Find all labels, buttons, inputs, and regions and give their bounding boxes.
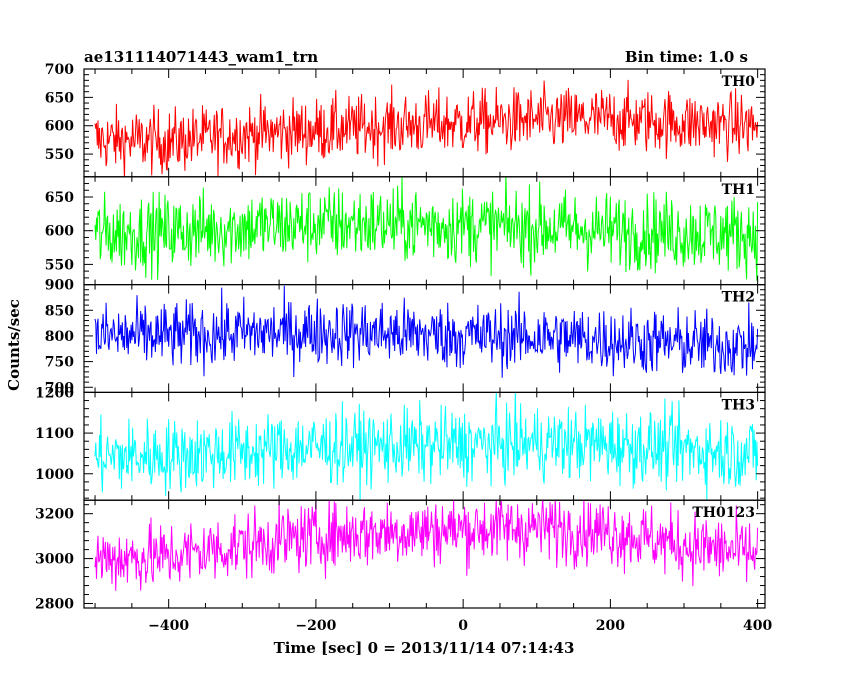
series-line-th2 [94, 285, 759, 378]
y-tick-label: 1100 [35, 426, 74, 442]
y-tick-label: 1200 [35, 385, 74, 401]
y-tick-label: 600 [45, 119, 74, 135]
panel-th2: 700 750 800 850 900 TH2 [45, 278, 766, 396]
y-tick-label: 750 [45, 355, 74, 371]
series-label: TH0123 [692, 505, 755, 521]
y-tick-label: 1000 [35, 467, 74, 483]
x-tick-label: −200 [295, 618, 336, 634]
y-tick-label: 650 [45, 190, 74, 206]
panel-th0123: 2800 3000 3200 TH0123 [35, 499, 766, 613]
y-tick-label: 900 [45, 278, 74, 294]
panel-th3: 1000 1100 1200 TH3 [35, 385, 766, 501]
y-tick-label: 650 [45, 90, 74, 106]
series-label: TH0 [722, 74, 756, 90]
x-tick-label: 400 [743, 618, 772, 634]
figure-title: ae131114071443_wam1_trn [84, 48, 318, 66]
y-tick-label: 600 [45, 224, 74, 240]
series-line-th0123 [94, 500, 759, 591]
series-line-th3 [94, 392, 759, 501]
y-axis-label: Counts/sec [5, 299, 23, 391]
series-line-th0 [94, 79, 759, 177]
x-tick-label: 0 [458, 618, 468, 634]
y-tick-label: 2800 [35, 597, 74, 613]
y-tick-label: 3000 [35, 552, 74, 568]
x-tick-label: −400 [148, 618, 189, 634]
bin-time-label: Bin time: 1.0 s [625, 48, 748, 66]
panel-th1: 550 600 650 TH1 [45, 176, 766, 286]
series-label: TH1 [722, 182, 755, 198]
x-axis-label: Time [sec] 0 = 2013/11/14 07:14:43 [274, 639, 575, 657]
series-label: TH3 [722, 397, 755, 413]
y-tick-label: 3200 [35, 507, 74, 523]
x-axis-ticks: −400 −200 0 200 400 [148, 618, 772, 634]
y-tick-label: 550 [45, 257, 74, 273]
y-tick-label: 700 [45, 62, 74, 78]
panels-group: 550 600 650 700 TH0 550 600 650 TH1 700 750 800 850 9… [35, 62, 766, 613]
series-line-th1 [94, 176, 759, 281]
y-tick-label: 800 [45, 329, 74, 345]
x-tick-label: 200 [596, 618, 625, 634]
y-tick-label: 550 [45, 147, 74, 163]
series-label: TH2 [722, 290, 755, 306]
y-tick-label: 850 [45, 303, 74, 319]
panel-frame [83, 499, 766, 609]
y-tick-label: 700 [45, 380, 74, 396]
panel-th0: 550 600 650 700 TH0 [45, 62, 766, 178]
